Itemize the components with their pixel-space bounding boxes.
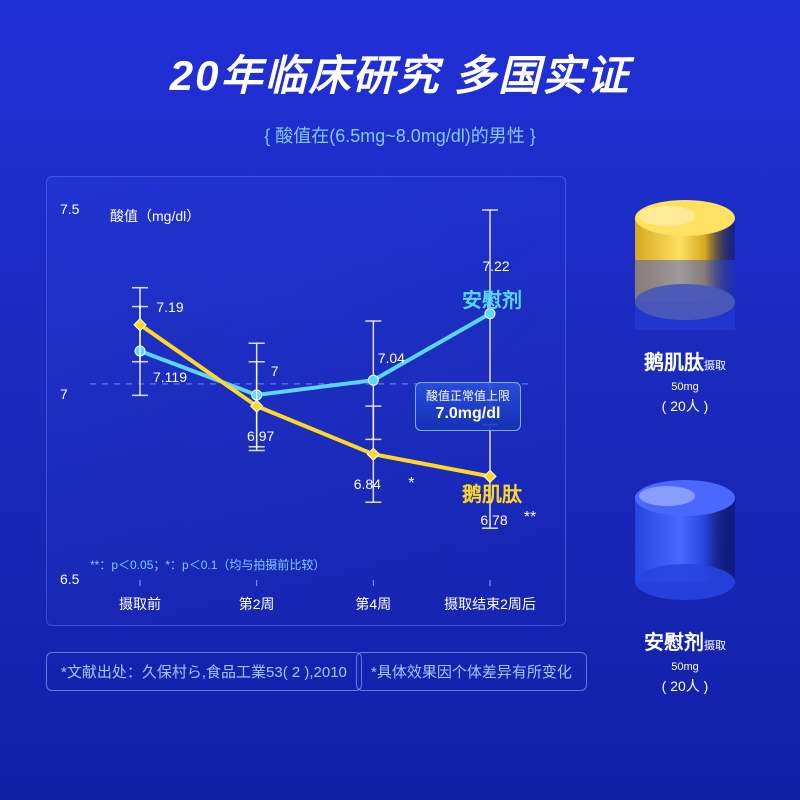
value-label-anserine: 7.19 bbox=[156, 299, 183, 315]
footnote-disclaimer: *具体效果因个体差异有所变化 bbox=[356, 652, 587, 691]
footnote-source: *文献出处：久保村ら,食品工業53( 2 ),2010 bbox=[46, 652, 362, 691]
value-label-placebo: 7.04 bbox=[378, 350, 405, 366]
value-label-anserine: 6.97 bbox=[247, 428, 274, 444]
value-label-anserine: 6.84 bbox=[354, 476, 381, 492]
value-label-placebo: 7 bbox=[271, 363, 279, 379]
sig-mark: * bbox=[408, 475, 414, 493]
sig-mark: ** bbox=[524, 509, 536, 527]
cyl-main: 安慰剂 bbox=[644, 632, 704, 654]
badge-line2: 7.0mg/dl bbox=[426, 404, 510, 424]
cylinder-placebo bbox=[610, 470, 760, 640]
stage: 20年临床研究 多国实证 { 酸值在(6.5mg~8.0mg/dl)的男性 } … bbox=[0, 0, 800, 800]
cyl-count: ( 20人 ) bbox=[600, 397, 770, 415]
normal-limit-badge: 酸值正常值上限 7.0mg/dl bbox=[415, 382, 521, 431]
series-label-placebo: 安慰剂 bbox=[462, 284, 522, 313]
x-category: 摄取前 bbox=[119, 594, 161, 614]
value-label-placebo: 7.119 bbox=[153, 369, 187, 385]
x-category: 第4周 bbox=[355, 594, 391, 614]
cyl-main: 鹅肌肽 bbox=[644, 352, 704, 374]
x-category: 第2周 bbox=[239, 594, 275, 614]
cyl-count: ( 20人 ) bbox=[600, 677, 770, 695]
series-label-anserine: 鹅肌肽 bbox=[462, 478, 522, 507]
value-label-anserine: 6.78 bbox=[480, 512, 507, 528]
significance-note: **：p＜0.05；*：p＜0.1（均与拍摄前比较） bbox=[90, 556, 325, 573]
cylinder-label-anserine: 鹅肌肽摄取 50mg ( 20人 ) bbox=[600, 350, 770, 415]
value-label-placebo: 7.22 bbox=[482, 258, 509, 274]
cylinder-label-placebo: 安慰剂摄取 50mg ( 20人 ) bbox=[600, 630, 770, 695]
badge-line1: 酸值正常值上限 bbox=[426, 389, 510, 404]
cylinder-anserine bbox=[610, 190, 760, 360]
x-category: 摄取结束2周后 bbox=[444, 594, 536, 614]
